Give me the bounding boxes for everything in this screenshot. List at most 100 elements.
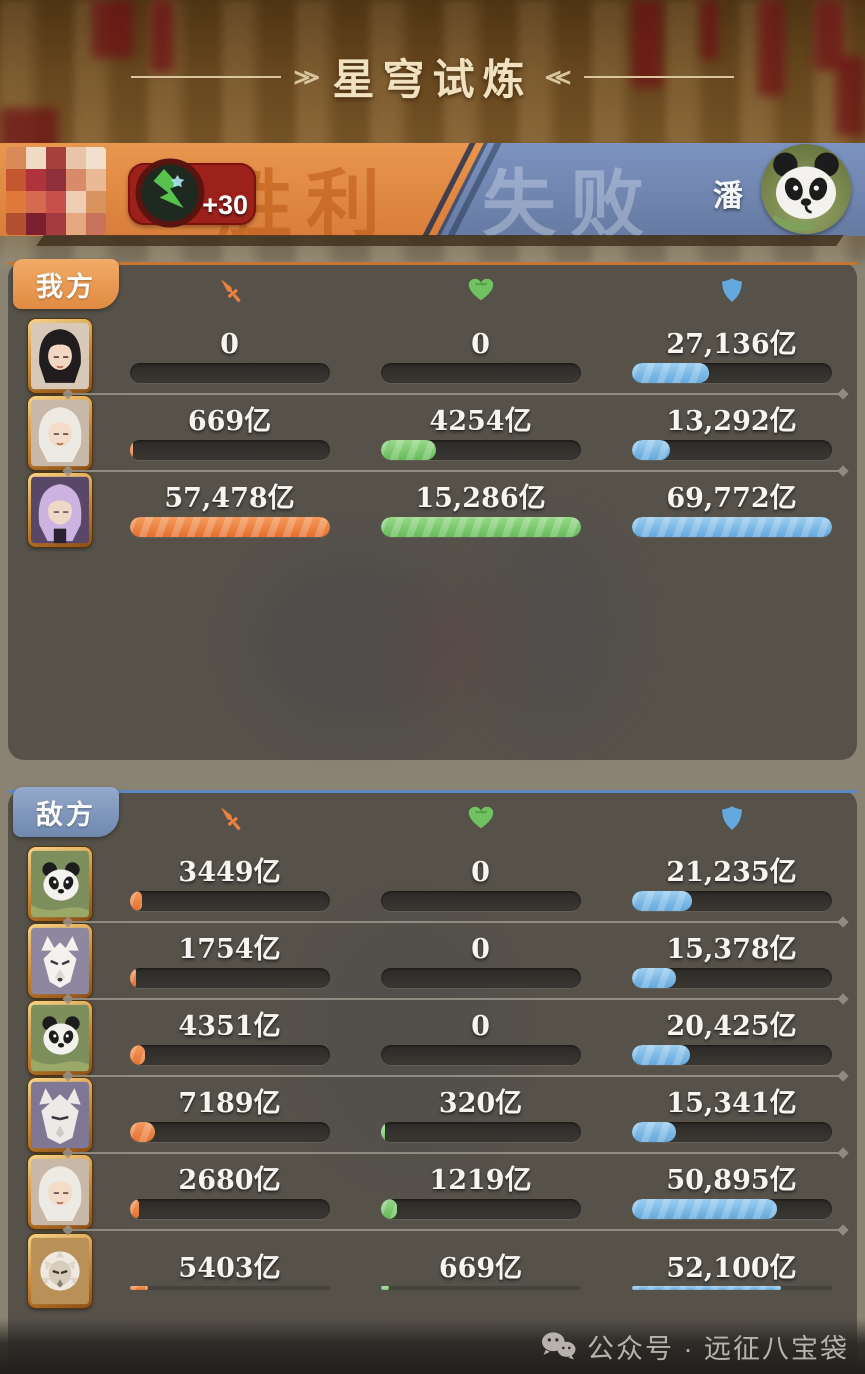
- stat-healing: 0: [355, 328, 606, 383]
- hero-avatar-dark-hair-woman[interactable]: [28, 318, 92, 393]
- title-arrow-right-icon: ≫: [293, 63, 321, 90]
- row-separator: [68, 470, 843, 472]
- stat-bar: [631, 516, 832, 537]
- stat-value: 0: [471, 934, 490, 966]
- hero-avatar-white-wolf[interactable]: [28, 1077, 92, 1152]
- stat-bar-fill: [380, 1121, 385, 1142]
- stat-bar: [380, 1198, 581, 1219]
- stat-bar: [380, 1044, 581, 1065]
- hero-avatar-purple-hair-woman[interactable]: [28, 472, 92, 547]
- stat-value: 0: [471, 857, 490, 889]
- stat-bar: [631, 362, 832, 383]
- hero-avatar-white-fox[interactable]: [28, 923, 92, 998]
- stat-damage-taken: 69,772亿: [606, 482, 857, 537]
- stat-value: 0: [220, 329, 239, 361]
- stat-value: 3449亿: [178, 857, 281, 889]
- stat-bar: [129, 1286, 330, 1291]
- stat-bar: [129, 890, 330, 911]
- stat-damage: 57,478亿: [104, 482, 355, 537]
- hero-avatar-panda[interactable]: [28, 846, 92, 921]
- stat-value: 15,341亿: [666, 1088, 797, 1120]
- stat-bar-fill: [129, 890, 142, 911]
- player-avatar-censored[interactable]: [6, 147, 106, 235]
- title-deco-line-left: [131, 75, 282, 78]
- stat-damage-taken: 50,895亿: [606, 1164, 857, 1219]
- stat-value: 4254亿: [429, 406, 532, 438]
- hero-avatar-panda[interactable]: [28, 1000, 92, 1075]
- wechat-icon: [542, 1332, 576, 1360]
- stat-value: 5403亿: [178, 1252, 281, 1284]
- stat-bar-fill: [129, 1121, 155, 1142]
- table-row: 1754亿 0 15,378亿: [8, 923, 857, 998]
- stat-value: 320亿: [438, 1088, 523, 1120]
- stat-bar: [380, 967, 581, 988]
- hero-avatar-white-lion[interactable]: [28, 1234, 92, 1308]
- stat-damage-taken: 27,136亿: [606, 328, 857, 383]
- stat-value: 21,235亿: [666, 857, 797, 889]
- stat-bar-fill: [380, 1286, 390, 1291]
- tab-enemy[interactable]: 敌方: [13, 787, 119, 837]
- stat-bar-fill: [129, 967, 136, 988]
- stat-damage: 7189亿: [104, 1087, 355, 1142]
- stat-bar-fill: [631, 890, 693, 911]
- stat-damage: 669亿: [104, 405, 355, 460]
- stat-value: 57,478亿: [164, 483, 295, 515]
- stat-bar: [631, 967, 832, 988]
- table-row: 4351亿 0 20,425亿: [8, 1000, 857, 1075]
- stat-bar: [631, 1121, 832, 1142]
- stat-damage-taken: 13,292亿: [606, 405, 857, 460]
- stat-damage: 2680亿: [104, 1164, 355, 1219]
- stat-bar: [380, 516, 581, 537]
- title-arrow-left-icon: ≪: [544, 63, 572, 90]
- stat-healing: 669亿: [355, 1252, 606, 1291]
- stat-bar-fill: [631, 1286, 782, 1291]
- stat-bar: [380, 1121, 581, 1142]
- stat-damage: 5403亿: [104, 1252, 355, 1291]
- row-separator: [68, 1229, 843, 1231]
- stat-value: 2680亿: [178, 1165, 281, 1197]
- stat-healing: 0: [355, 933, 606, 988]
- sword-icon: [104, 275, 355, 305]
- stat-bar: [631, 1286, 832, 1291]
- hero-avatar-white-hair-woman[interactable]: [28, 1154, 92, 1229]
- ally-rows: 0 0 27,136亿 669亿 4254亿 13,292亿 57,478亿 15,286…: [8, 318, 857, 547]
- stat-healing: 1219亿: [355, 1164, 606, 1219]
- row-separator: [68, 1152, 843, 1154]
- stat-bar-fill: [631, 516, 832, 537]
- stat-value: 69,772亿: [666, 483, 797, 515]
- watermark-bar: 公众号 · 远征八宝袋: [0, 1318, 865, 1374]
- stat-bar: [129, 516, 330, 537]
- stat-bar: [129, 1198, 330, 1219]
- opponent-avatar[interactable]: [761, 144, 851, 234]
- stat-bar: [380, 439, 581, 460]
- table-row: 7189亿 320亿 15,341亿: [8, 1077, 857, 1152]
- heart-icon: [355, 803, 606, 833]
- mosaic-pixels: [6, 147, 106, 235]
- stat-value: 27,136亿: [666, 329, 797, 361]
- title-deco-line-right: [583, 75, 734, 78]
- stat-value: 20,425亿: [666, 1011, 797, 1043]
- panda-avatar-icon: [769, 152, 839, 232]
- watermark-label: 公众号 · 远征八宝袋: [587, 1333, 849, 1364]
- page-title: 星穹试炼: [332, 55, 533, 104]
- stat-bar: [380, 1286, 581, 1291]
- stat-value: 0: [471, 1011, 490, 1043]
- hero-avatar-white-hair-woman[interactable]: [28, 395, 92, 470]
- stat-damage: 1754亿: [104, 933, 355, 988]
- table-row: 2680亿 1219亿 50,895亿: [8, 1154, 857, 1229]
- stat-damage-taken: 20,425亿: [606, 1010, 857, 1065]
- stat-bar: [129, 439, 330, 460]
- stat-value: 13,292亿: [666, 406, 797, 438]
- shield-icon: [606, 804, 857, 832]
- stat-bar-fill: [129, 439, 133, 460]
- stat-value: 15,286亿: [415, 483, 546, 515]
- stat-healing: 320亿: [355, 1087, 606, 1142]
- stat-bar-fill: [380, 439, 437, 460]
- stat-bar-fill: [129, 1198, 140, 1219]
- tab-ally[interactable]: 我方: [13, 259, 119, 309]
- stat-bar-fill: [631, 1044, 691, 1065]
- stat-bar-fill: [631, 439, 670, 460]
- stat-bar: [129, 1121, 330, 1142]
- stat-damage: 4351亿: [104, 1010, 355, 1065]
